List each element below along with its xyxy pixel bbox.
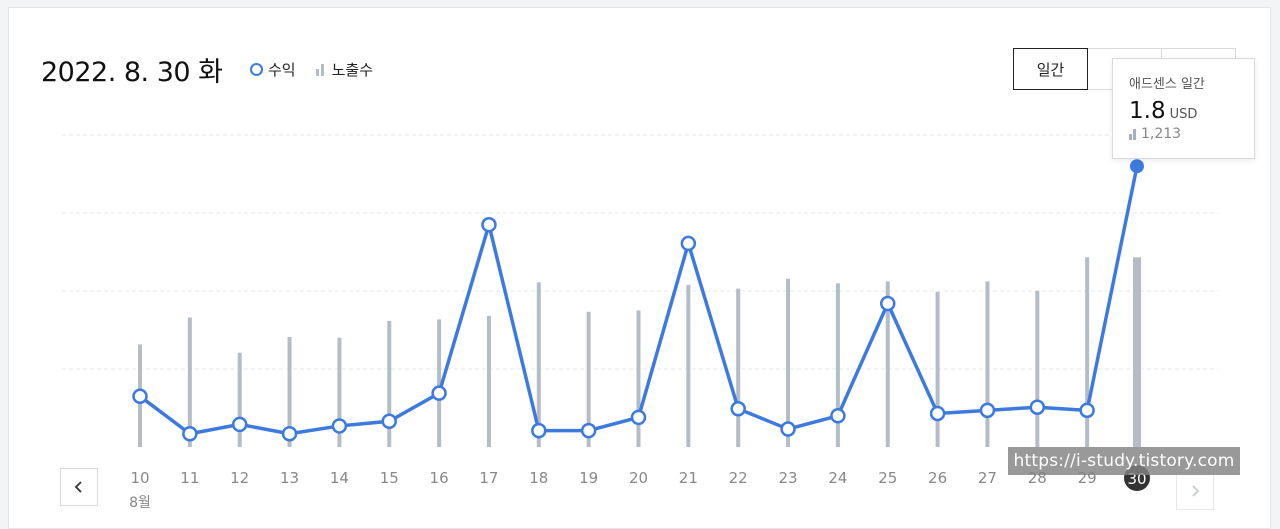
revenue-point <box>331 418 348 434</box>
x-tick-label: 13 <box>280 469 299 487</box>
impression-bar <box>187 317 192 447</box>
x-tick-label: 27 <box>978 469 997 487</box>
next-button[interactable] <box>1176 472 1214 510</box>
x-tick-label: 19 <box>579 469 598 487</box>
revenue-point <box>381 413 397 430</box>
revenue-point <box>1029 399 1046 415</box>
bar-chart-icon <box>1129 128 1137 140</box>
revenue-point <box>929 405 946 422</box>
legend-revenue[interactable]: 수익 <box>250 59 296 80</box>
x-tick-label: 16 <box>430 469 449 487</box>
page-title: 2022. 8. 30 화 <box>41 57 223 88</box>
revenue-point <box>880 295 896 312</box>
month-label: 8월 <box>129 495 151 511</box>
revenue-point <box>431 385 447 401</box>
impression-bar <box>287 336 292 447</box>
impression-bar <box>1085 257 1090 447</box>
impression-bar <box>1133 257 1141 447</box>
revenue-point-selected <box>1130 159 1144 174</box>
revenue-point <box>132 388 148 405</box>
x-tick-label: 25 <box>878 469 897 487</box>
prev-button[interactable] <box>60 468 98 506</box>
tooltip-title: 애드센스 일간 <box>1129 77 1205 92</box>
impression-bar <box>536 282 541 447</box>
x-tick-label: 11 <box>180 469 199 487</box>
legend-impressions[interactable]: 노출수 <box>315 59 374 80</box>
x-tick-label: 10 <box>130 469 149 487</box>
impression-bar <box>985 281 990 447</box>
revenue-point <box>281 425 298 442</box>
impression-bar <box>337 337 342 447</box>
impression-bar <box>636 310 641 447</box>
tooltip-value: 1.8 <box>1129 98 1166 124</box>
revenue-point <box>830 408 846 424</box>
tooltip-impressions-row: 1,213 <box>1129 126 1254 142</box>
x-tick-label: 17 <box>479 469 498 487</box>
x-tick-label: 21 <box>679 469 698 487</box>
x-tick-label: 23 <box>779 469 798 487</box>
impression-bar <box>486 315 491 447</box>
legend-impressions-label: 노출수 <box>331 61 374 79</box>
revenue-marker-icon <box>250 63 263 76</box>
revenue-point <box>231 416 248 433</box>
impression-bar <box>237 352 242 447</box>
chevron-left-icon <box>74 481 82 493</box>
impression-bar <box>885 281 890 447</box>
impression-bar <box>736 288 741 447</box>
impression-bar <box>586 311 591 447</box>
impression-bar <box>1035 290 1040 447</box>
revenue-point <box>630 409 647 426</box>
watermark: https://i-study.tistory.com <box>1008 447 1240 475</box>
revenue-point <box>580 422 597 439</box>
x-tick-label: 12 <box>230 469 249 487</box>
revenue-point <box>780 421 796 437</box>
impression-bar <box>786 278 791 447</box>
chart-tooltip: 애드센스 일간 1.8 USD 1,213 <box>1112 58 1255 159</box>
x-tick-label: 22 <box>729 469 748 487</box>
x-tick-label: 26 <box>928 469 947 487</box>
tooltip-value-row: 1.8 USD <box>1129 98 1254 124</box>
chevron-right-icon <box>1192 485 1200 497</box>
impression-bar <box>835 283 840 447</box>
revenue-point <box>531 422 547 439</box>
x-tick-label: 18 <box>529 469 548 487</box>
impression-bar <box>935 291 940 447</box>
chart-legend: 수익 노출수 <box>250 59 393 80</box>
impression-bar <box>686 284 691 447</box>
revenue-point <box>979 402 996 419</box>
revenue-point <box>182 425 198 442</box>
tooltip-unit: USD <box>1169 107 1198 122</box>
impression-bar <box>437 319 442 447</box>
bar-chart-icon <box>315 63 326 76</box>
revenue-point <box>680 235 697 252</box>
x-tick-label: 20 <box>629 469 648 487</box>
legend-revenue-label: 수익 <box>268 61 296 79</box>
tab-daily[interactable]: 일간 <box>1013 48 1088 90</box>
revenue-impressions-chart: 10 11 12 13 14 15 16 17 18 19 20 21 22 23 24 25 26 27 28 29… <box>62 134 1218 511</box>
x-tick-label: 24 <box>828 469 847 487</box>
revenue-point <box>1079 402 1095 419</box>
revenue-point <box>481 216 497 233</box>
revenue-point <box>730 401 746 417</box>
tooltip-impressions: 1,213 <box>1141 126 1182 142</box>
impression-bar <box>387 320 392 447</box>
x-tick-label: 14 <box>330 469 349 487</box>
x-tick-label: 15 <box>380 469 399 487</box>
